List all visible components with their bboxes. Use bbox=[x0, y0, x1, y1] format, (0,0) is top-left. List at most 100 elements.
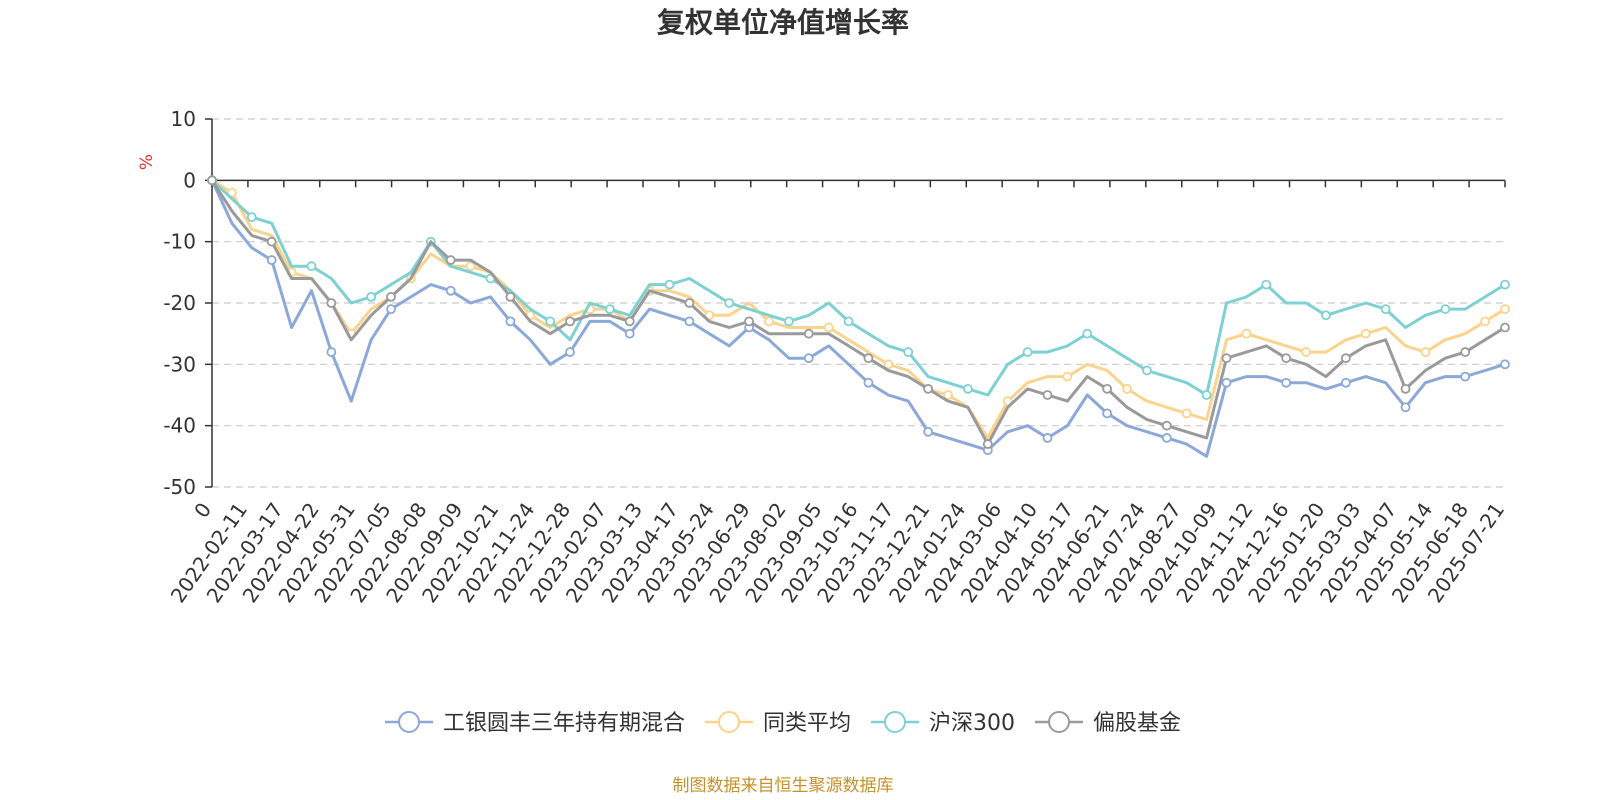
series-point bbox=[266, 236, 277, 247]
series-point bbox=[803, 353, 814, 364]
series-point bbox=[1102, 408, 1113, 419]
series-point bbox=[207, 175, 217, 186]
series-point bbox=[1340, 353, 1351, 364]
series-point bbox=[963, 383, 973, 394]
series-point bbox=[903, 347, 914, 357]
series-point bbox=[1500, 304, 1510, 315]
series-point bbox=[1321, 310, 1331, 321]
y-axis: 10 0 -10 -20 -30 -40 -50 bbox=[163, 107, 213, 499]
series-point bbox=[1022, 347, 1033, 357]
series-point bbox=[565, 347, 575, 357]
series-point bbox=[445, 255, 456, 265]
series-point bbox=[1082, 328, 1093, 339]
series-point bbox=[386, 304, 396, 315]
series-point bbox=[1460, 371, 1471, 382]
series-point bbox=[1221, 353, 1232, 364]
legend-marker bbox=[1047, 711, 1070, 733]
series-point bbox=[704, 310, 715, 321]
series-point bbox=[1500, 359, 1510, 370]
series-point bbox=[823, 322, 834, 333]
series-point bbox=[1360, 328, 1371, 339]
series-point bbox=[366, 291, 377, 302]
series-point bbox=[843, 316, 854, 327]
y-tick-label: -40 bbox=[163, 414, 196, 438]
series-point bbox=[764, 316, 774, 327]
grid-lines bbox=[212, 118, 1505, 488]
series-point bbox=[266, 255, 277, 265]
series-point bbox=[1480, 316, 1491, 327]
y-tick-label: -30 bbox=[163, 352, 196, 376]
series-point bbox=[982, 439, 993, 449]
series-point bbox=[1181, 408, 1192, 419]
legend-label: 工银圆丰三年持有期混合 bbox=[443, 711, 685, 736]
legend-label: 同类平均 bbox=[763, 711, 851, 736]
series-line bbox=[210, 178, 1507, 440]
series-point bbox=[1161, 433, 1172, 443]
series-point bbox=[783, 316, 794, 327]
series-point bbox=[1062, 371, 1073, 382]
legend-marker bbox=[718, 711, 741, 733]
series-point bbox=[1420, 347, 1431, 357]
series-line bbox=[210, 178, 1507, 446]
series-point bbox=[1122, 383, 1132, 394]
series-point bbox=[1500, 322, 1510, 333]
series-point bbox=[306, 261, 317, 272]
legend-label: 偏股基金 bbox=[1093, 711, 1181, 736]
series-point bbox=[1380, 304, 1391, 315]
series-point bbox=[1340, 377, 1351, 388]
series-point bbox=[1042, 390, 1053, 400]
series-point bbox=[326, 298, 337, 308]
x-tick-label: 0 bbox=[189, 498, 216, 522]
series-point bbox=[1301, 347, 1311, 357]
y-unit-label: % bbox=[137, 154, 157, 170]
series-point bbox=[246, 212, 257, 223]
chart-title: 复权单位净值增长率 bbox=[657, 6, 909, 39]
y-tick-label: 0 bbox=[183, 168, 196, 192]
series-point bbox=[684, 298, 695, 308]
series-point bbox=[1281, 353, 1292, 364]
series-point bbox=[923, 383, 934, 394]
series-point bbox=[445, 285, 456, 296]
series-line bbox=[210, 178, 1507, 458]
series-point bbox=[744, 316, 754, 327]
series-point bbox=[1042, 433, 1053, 443]
series-point bbox=[1002, 396, 1013, 407]
series-point bbox=[1400, 402, 1411, 413]
series-point bbox=[505, 316, 516, 327]
y-tick-label: -10 bbox=[163, 230, 196, 254]
series-point bbox=[604, 304, 615, 315]
series-point bbox=[386, 291, 396, 302]
legend-marker bbox=[884, 711, 907, 733]
y-tick-label: 10 bbox=[171, 107, 196, 131]
series-point bbox=[505, 291, 516, 302]
series-point bbox=[664, 279, 675, 290]
series-point bbox=[1201, 390, 1212, 400]
series-point bbox=[923, 426, 934, 437]
series-point bbox=[565, 316, 575, 327]
series-point bbox=[1142, 365, 1152, 376]
series-point bbox=[724, 298, 735, 308]
y-tick-label: -20 bbox=[163, 291, 196, 315]
series-point bbox=[1102, 383, 1113, 394]
series-point bbox=[326, 347, 337, 357]
series-point bbox=[1241, 328, 1252, 339]
series-point bbox=[545, 316, 556, 327]
series-point bbox=[624, 316, 635, 327]
series-point bbox=[624, 328, 635, 339]
series-point bbox=[863, 377, 874, 388]
y-tick-label: -50 bbox=[163, 475, 196, 499]
series-point bbox=[1261, 279, 1272, 290]
series-point bbox=[863, 353, 874, 364]
series-point bbox=[1161, 420, 1172, 431]
legend: 工银圆丰三年持有期混合 同类平均 沪深300 偏股基金 bbox=[385, 711, 1181, 736]
legend-label: 沪深300 bbox=[929, 711, 1015, 736]
legend-marker bbox=[398, 711, 421, 733]
series-point bbox=[226, 187, 237, 198]
x-axis: 02022-02-112022-03-172022-04-222022-05-3… bbox=[166, 179, 1509, 607]
series-point bbox=[465, 261, 476, 272]
series-point bbox=[1460, 347, 1471, 357]
series-point bbox=[1440, 304, 1451, 315]
series-point bbox=[803, 328, 814, 339]
series-point bbox=[1221, 377, 1232, 388]
